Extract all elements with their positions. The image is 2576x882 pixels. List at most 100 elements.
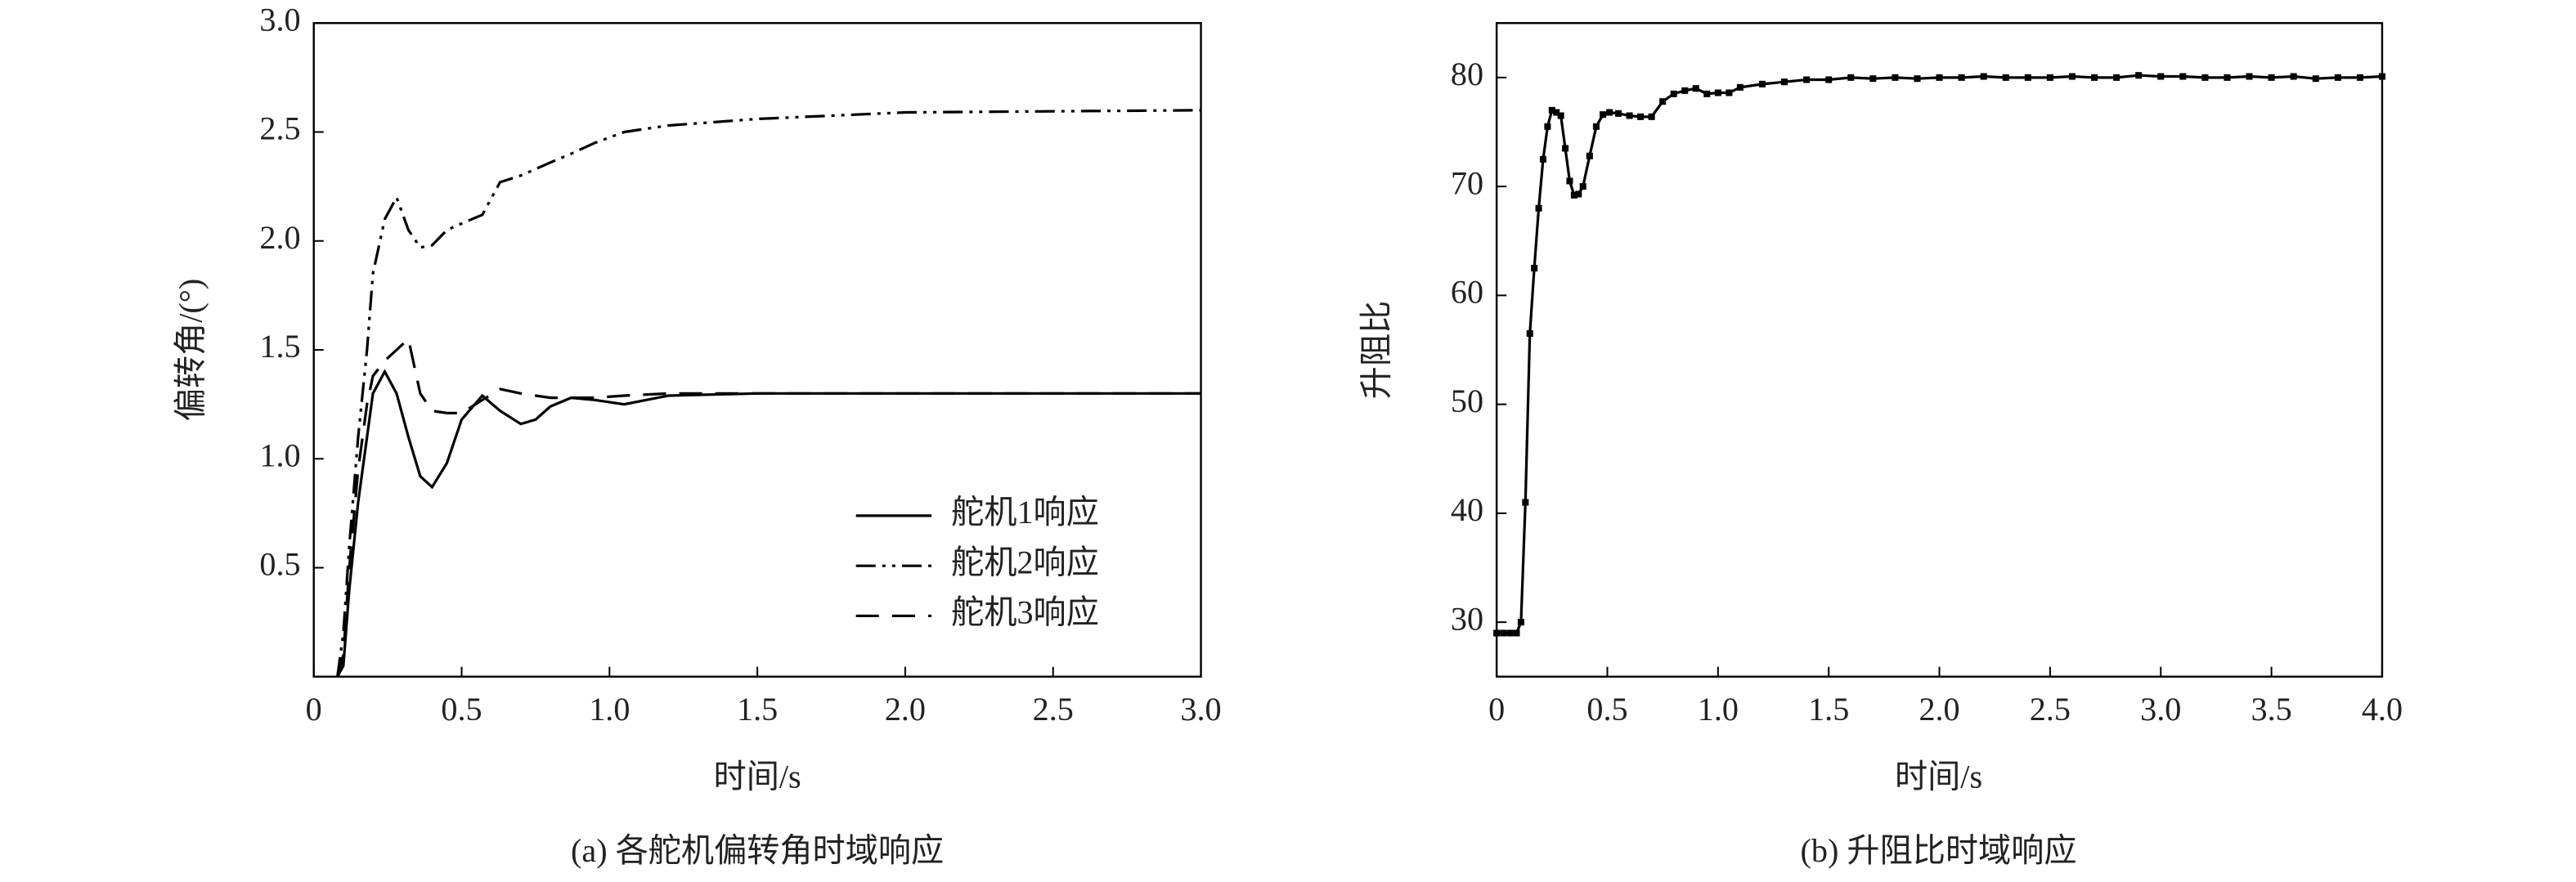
data-point bbox=[1513, 629, 1520, 637]
data-point bbox=[1615, 110, 1622, 117]
data-point bbox=[1493, 629, 1501, 637]
legend-label: 舵机1响应 bbox=[951, 494, 1099, 531]
data-point bbox=[1579, 183, 1586, 190]
data-point bbox=[1847, 74, 1855, 81]
data-point bbox=[1980, 73, 1987, 80]
data-point bbox=[1575, 190, 1582, 198]
data-point bbox=[1648, 113, 1655, 120]
x-tick-label: 1.0 bbox=[1698, 691, 1739, 728]
data-point bbox=[1714, 89, 1721, 96]
data-point bbox=[2113, 74, 2120, 81]
data-point bbox=[1517, 619, 1524, 626]
data-point bbox=[2157, 73, 2165, 80]
data-point bbox=[2378, 73, 2385, 80]
data-point bbox=[2224, 74, 2231, 81]
data-point bbox=[1562, 145, 1569, 152]
x-tick-label: 3.5 bbox=[2251, 691, 2291, 728]
data-point bbox=[1535, 204, 1542, 212]
data-line bbox=[1497, 74, 2383, 635]
data-point bbox=[2002, 74, 2009, 81]
x-tick-label: 0.5 bbox=[441, 691, 482, 728]
data-line bbox=[336, 336, 1201, 678]
y-tick-label: 0.5 bbox=[259, 546, 300, 583]
legend-label: 舵机2响应 bbox=[951, 544, 1099, 580]
data-line bbox=[336, 109, 1201, 677]
y-tick-label: 60 bbox=[1451, 274, 1483, 311]
x-tick-label: 2.5 bbox=[2030, 691, 2071, 728]
x-tick-label: 0 bbox=[306, 691, 322, 728]
caption: (b) 升阻比时域响应 bbox=[1801, 832, 2077, 869]
data-point bbox=[1566, 177, 1573, 185]
y-tick-label: 70 bbox=[1451, 164, 1483, 201]
data-point bbox=[1600, 111, 1607, 119]
data-point bbox=[1703, 90, 1711, 97]
data-point bbox=[1626, 112, 1633, 119]
data-point bbox=[1936, 74, 1943, 81]
data-point bbox=[2312, 75, 2319, 83]
data-point bbox=[1506, 629, 1514, 637]
data-point bbox=[1692, 85, 1699, 92]
data-point bbox=[1681, 87, 1689, 94]
data-point bbox=[1557, 112, 1564, 119]
y-tick-label: 40 bbox=[1451, 491, 1483, 528]
data-point bbox=[2024, 74, 2031, 81]
data-point bbox=[1548, 106, 1555, 114]
x-tick-label: 2.5 bbox=[1033, 691, 1074, 728]
y-tick-label: 30 bbox=[1451, 600, 1483, 637]
data-point bbox=[2201, 74, 2209, 81]
data-point bbox=[2290, 73, 2297, 80]
data-point bbox=[1553, 109, 1560, 116]
data-point bbox=[1892, 74, 1899, 81]
data-point bbox=[1736, 83, 1744, 91]
plot-frame bbox=[1495, 22, 2384, 678]
y-tick-label: 1.5 bbox=[259, 328, 300, 365]
y-tick-label: 1.0 bbox=[259, 437, 300, 473]
x-tick-label: 3.0 bbox=[1180, 691, 1221, 728]
data-point bbox=[2179, 73, 2187, 80]
data-point bbox=[1570, 191, 1577, 199]
data-point bbox=[1825, 76, 1833, 83]
x-tick-label: 2.0 bbox=[885, 691, 926, 728]
data-point bbox=[2356, 74, 2363, 81]
x-tick-label: 2.0 bbox=[1919, 691, 1959, 728]
y-tick-label: 2.0 bbox=[259, 219, 300, 256]
x-tick-label: 3.0 bbox=[2140, 691, 2181, 728]
data-point bbox=[2091, 74, 2098, 81]
x-tick-label: 1.5 bbox=[737, 691, 778, 728]
y-axis-label: 偏转角/(°) bbox=[172, 279, 209, 421]
x-tick-label: 0 bbox=[1488, 691, 1505, 728]
data-point bbox=[1586, 152, 1593, 159]
data-point bbox=[2334, 74, 2341, 81]
data-point bbox=[1914, 75, 1921, 83]
data-point bbox=[2246, 73, 2253, 80]
data-point bbox=[1531, 265, 1538, 272]
data-point bbox=[1758, 80, 1766, 87]
x-tick-label: 1.0 bbox=[589, 691, 630, 728]
data-point bbox=[1526, 329, 1533, 338]
x-tick-label: 0.5 bbox=[1586, 691, 1627, 728]
data-point bbox=[1670, 90, 1677, 97]
data-point bbox=[1500, 629, 1507, 637]
data-point bbox=[1659, 98, 1667, 105]
y-axis-label: 升阻比 bbox=[1358, 301, 1395, 399]
data-point bbox=[1539, 155, 1546, 163]
x-axis-label: 时间/s bbox=[714, 759, 801, 795]
y-tick-label: 3.0 bbox=[259, 1, 300, 38]
y-tick-label: 80 bbox=[1451, 56, 1483, 92]
data-point bbox=[2268, 74, 2275, 81]
data-point bbox=[1522, 499, 1529, 506]
data-point bbox=[1544, 123, 1551, 130]
y-tick-label: 2.5 bbox=[259, 110, 300, 147]
x-tick-label: 1.5 bbox=[1808, 691, 1849, 728]
data-point bbox=[1803, 76, 1811, 83]
data-point bbox=[2135, 72, 2143, 79]
data-point bbox=[1869, 75, 1877, 83]
data-point bbox=[2046, 74, 2053, 81]
data-point bbox=[1781, 78, 1788, 86]
data-point bbox=[1726, 89, 1733, 96]
data-point bbox=[1592, 123, 1600, 130]
caption: (a) 各舵机偏转角时域响应 bbox=[571, 832, 944, 869]
data-point bbox=[1606, 109, 1613, 116]
